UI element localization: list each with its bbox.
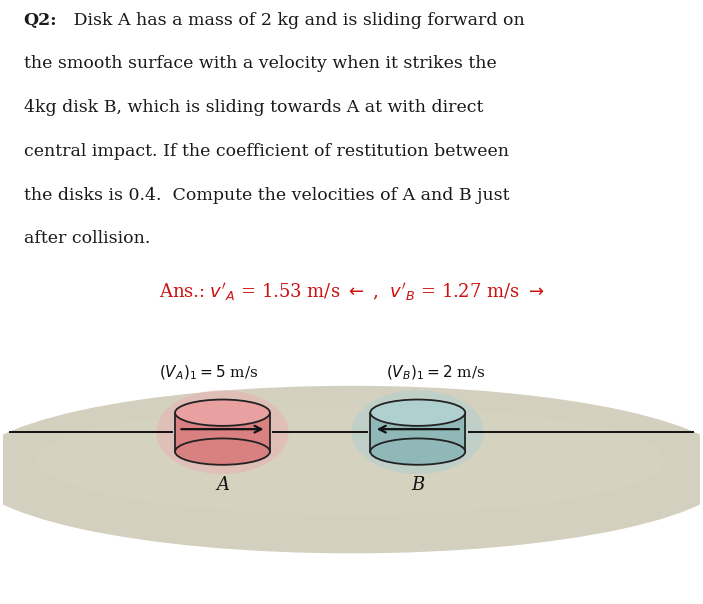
Ellipse shape: [0, 386, 703, 553]
Text: Ans.: $v'_A$ = 1.53 m/s $\leftarrow$ ,  $v'_B$ = 1.27 m/s $\rightarrow$: Ans.: $v'_A$ = 1.53 m/s $\leftarrow$ , $…: [159, 281, 544, 303]
Polygon shape: [370, 413, 465, 452]
Text: A: A: [216, 475, 229, 493]
Ellipse shape: [156, 390, 289, 474]
Text: Q2:: Q2:: [24, 11, 58, 29]
Ellipse shape: [370, 439, 465, 464]
Text: B: B: [411, 475, 425, 493]
Text: the disks is 0.4.  Compute the velocities of A and B just: the disks is 0.4. Compute the velocities…: [24, 187, 509, 204]
Ellipse shape: [175, 400, 270, 426]
Text: central impact. If the coefficient of restitution between: central impact. If the coefficient of re…: [24, 143, 509, 160]
Ellipse shape: [175, 439, 270, 464]
Text: $(V_B)_1 = 2$ m/s: $(V_B)_1 = 2$ m/s: [385, 363, 485, 382]
Text: 4kg disk B, which is sliding towards A at with direct: 4kg disk B, which is sliding towards A a…: [24, 99, 483, 116]
Text: after collision.: after collision.: [24, 230, 150, 247]
Text: $(V_A)_1 = 5$ m/s: $(V_A)_1 = 5$ m/s: [159, 363, 258, 382]
Ellipse shape: [370, 400, 465, 426]
Text: Disk A has a mass of 2 kg and is sliding forward on: Disk A has a mass of 2 kg and is sliding…: [67, 11, 524, 29]
Text: the smooth surface with a velocity when it strikes the: the smooth surface with a velocity when …: [24, 56, 496, 72]
Polygon shape: [175, 413, 270, 452]
Ellipse shape: [38, 406, 665, 515]
Ellipse shape: [352, 390, 484, 474]
